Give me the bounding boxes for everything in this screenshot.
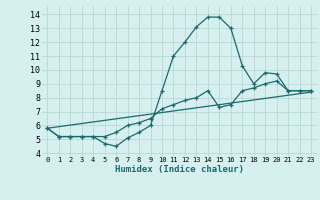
X-axis label: Humidex (Indice chaleur): Humidex (Indice chaleur) <box>115 165 244 174</box>
